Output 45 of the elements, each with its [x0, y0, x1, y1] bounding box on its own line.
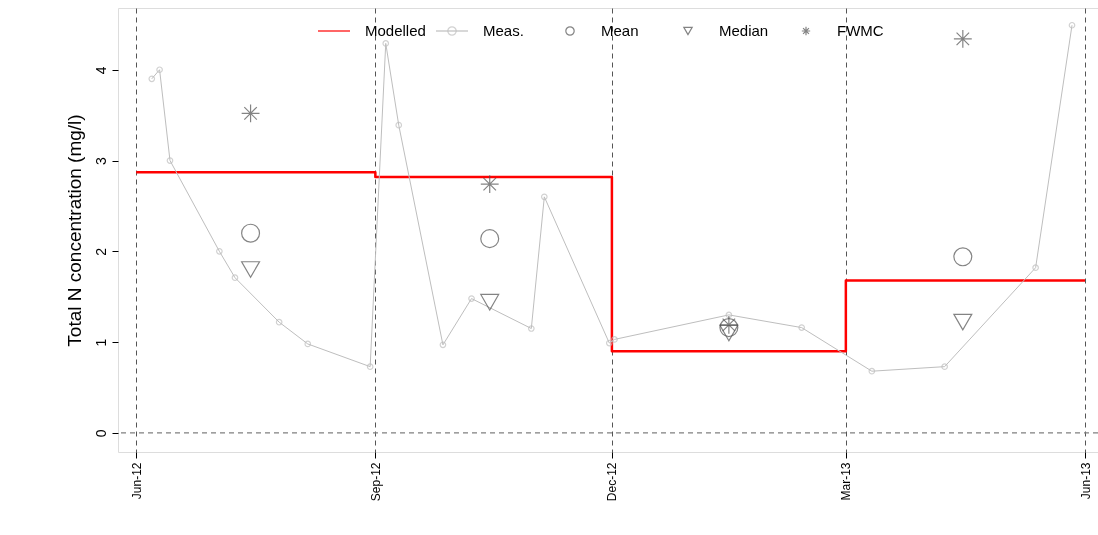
x-tick-label: Sep-12: [368, 462, 383, 502]
point: [439, 341, 447, 349]
point: [241, 223, 261, 243]
point: [798, 324, 805, 331]
point: [868, 367, 876, 375]
x-tick-label: Jun-13: [1078, 462, 1093, 500]
point: [953, 247, 973, 267]
y-tick-label: 4: [92, 66, 109, 75]
point: [611, 336, 618, 343]
point: [540, 193, 548, 201]
legend-label: Meas.: [483, 22, 524, 39]
y-tick-label: 2: [92, 247, 109, 256]
point: [480, 229, 500, 249]
point: [468, 295, 475, 302]
legend-label: FWMC: [837, 22, 884, 39]
point: [275, 318, 283, 326]
point: [480, 174, 500, 194]
point: [156, 66, 163, 74]
point: [480, 293, 500, 311]
point: [241, 261, 261, 278]
legend-label: Mean: [601, 22, 639, 39]
legend-label: Median: [719, 22, 769, 39]
point: [941, 363, 948, 370]
point: [366, 363, 374, 370]
point: [953, 29, 973, 49]
x-tick-label: Mar-13: [839, 462, 854, 501]
point: [241, 103, 261, 123]
point: [1032, 264, 1039, 272]
point: [166, 157, 174, 164]
point: [395, 121, 403, 129]
point: [382, 40, 390, 47]
point: [953, 313, 973, 331]
legend-label: Modelled: [365, 22, 426, 39]
point: [605, 339, 613, 347]
y-tick-label: 1: [92, 338, 109, 347]
point: [527, 325, 535, 332]
x-tick-label: Jun-12: [129, 462, 144, 500]
y-tick-label: 3: [92, 156, 109, 165]
point: [231, 274, 239, 281]
y-axis-title: Total N concentration (mg/l): [63, 114, 85, 347]
y-tick-label: 0: [92, 429, 109, 438]
point: [216, 248, 223, 255]
point: [304, 340, 312, 348]
point: [719, 324, 739, 342]
x-tick-label: Dec-12: [605, 462, 620, 502]
